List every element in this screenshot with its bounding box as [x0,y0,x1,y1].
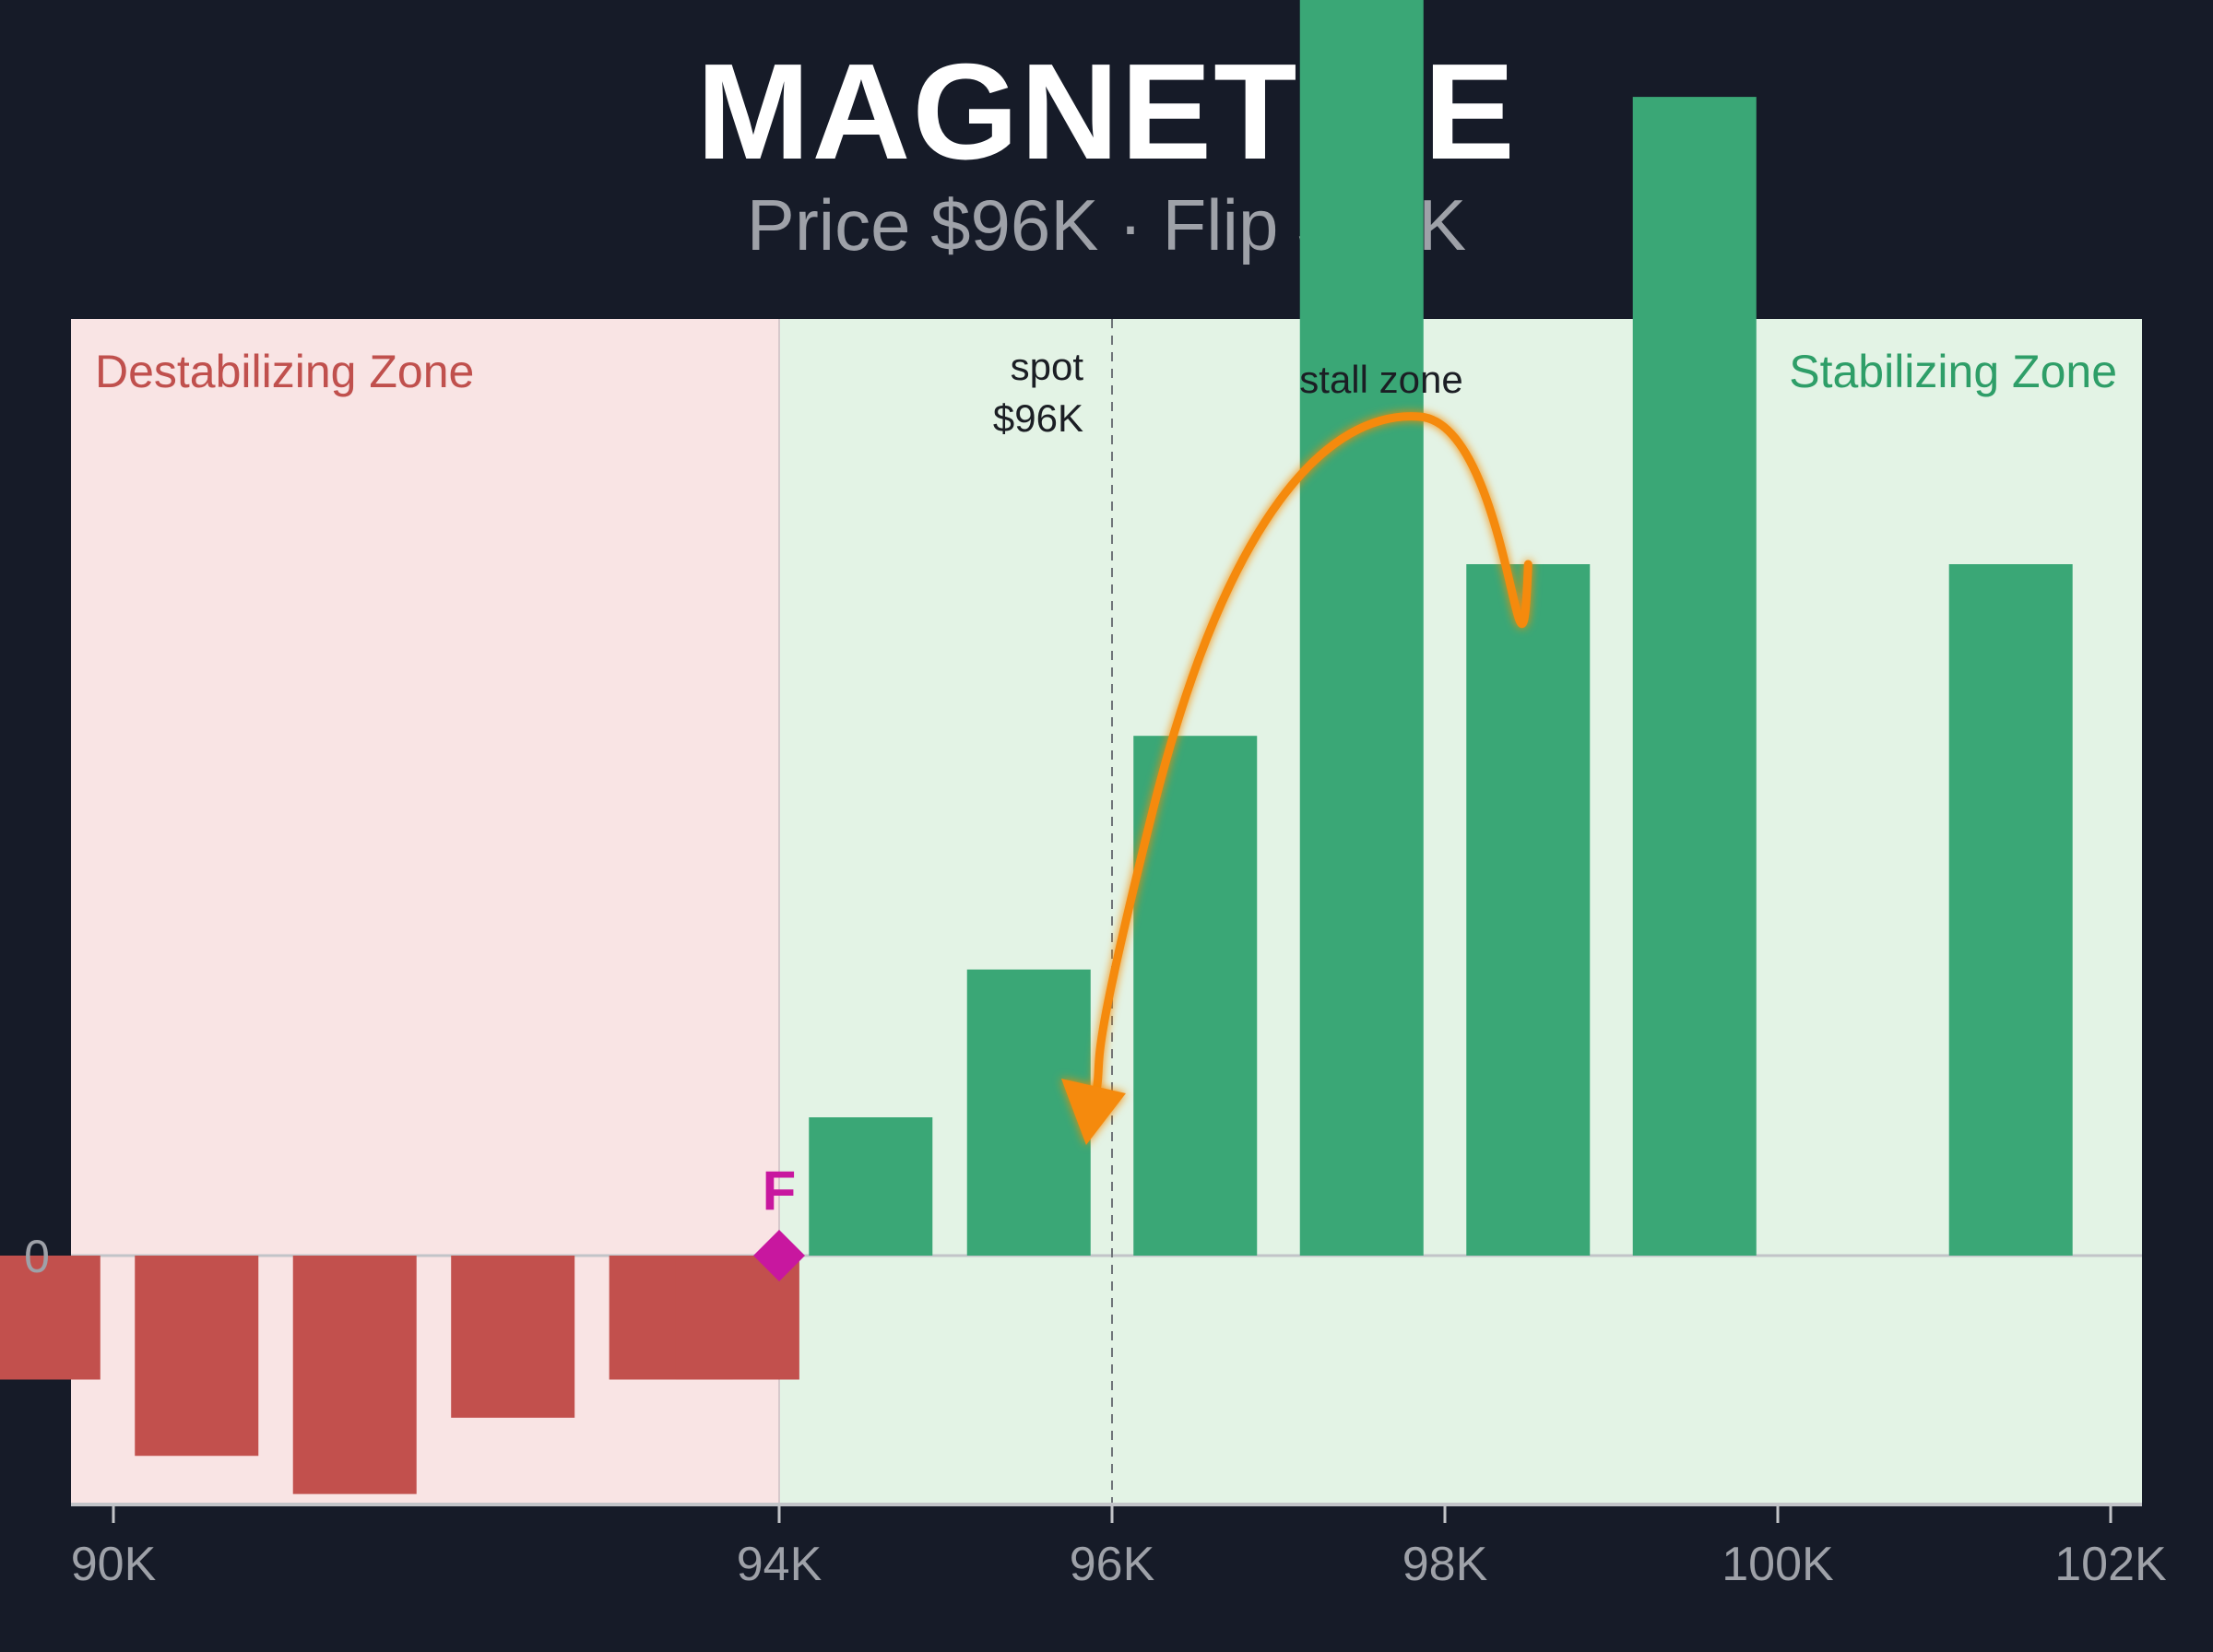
positive-bar [1299,0,1424,1256]
negative-bar [451,1256,575,1418]
negative-bar [135,1256,259,1457]
positive-bar [1466,564,1591,1256]
negative-bar [292,1256,417,1494]
x-tick-label: 98K [1402,1538,1488,1591]
positive-bar [1632,97,1757,1257]
positive-bar [809,1117,933,1256]
x-tick-label: 96K [1070,1538,1155,1591]
spot-price-label: $96K [993,396,1083,440]
arrowhead-icon [1060,1079,1126,1145]
positive-bar [966,969,1091,1256]
stabilizing-zone-bg [779,319,2142,1504]
spot-label: spot [1011,345,1084,388]
negative-bar [0,1256,101,1380]
stabilizing-zone-label: Stabilizing Zone [1789,346,2117,397]
positive-bar [1948,564,2073,1256]
x-tick-label: 90K [71,1538,157,1591]
x-tick-label: 102K [2054,1538,2167,1591]
x-tick-label: 100K [1722,1538,1834,1591]
stall-zone-arrow [1089,412,1533,1111]
flip-diamond-icon [753,1230,805,1281]
y-zero-label: 0 [24,1231,50,1282]
stall-zone-label: stall zone [1299,358,1462,401]
flip-label: F [763,1160,797,1221]
destabilizing-zone-label: Destabilizing Zone [95,346,474,397]
x-tick-label: 94K [737,1538,822,1591]
